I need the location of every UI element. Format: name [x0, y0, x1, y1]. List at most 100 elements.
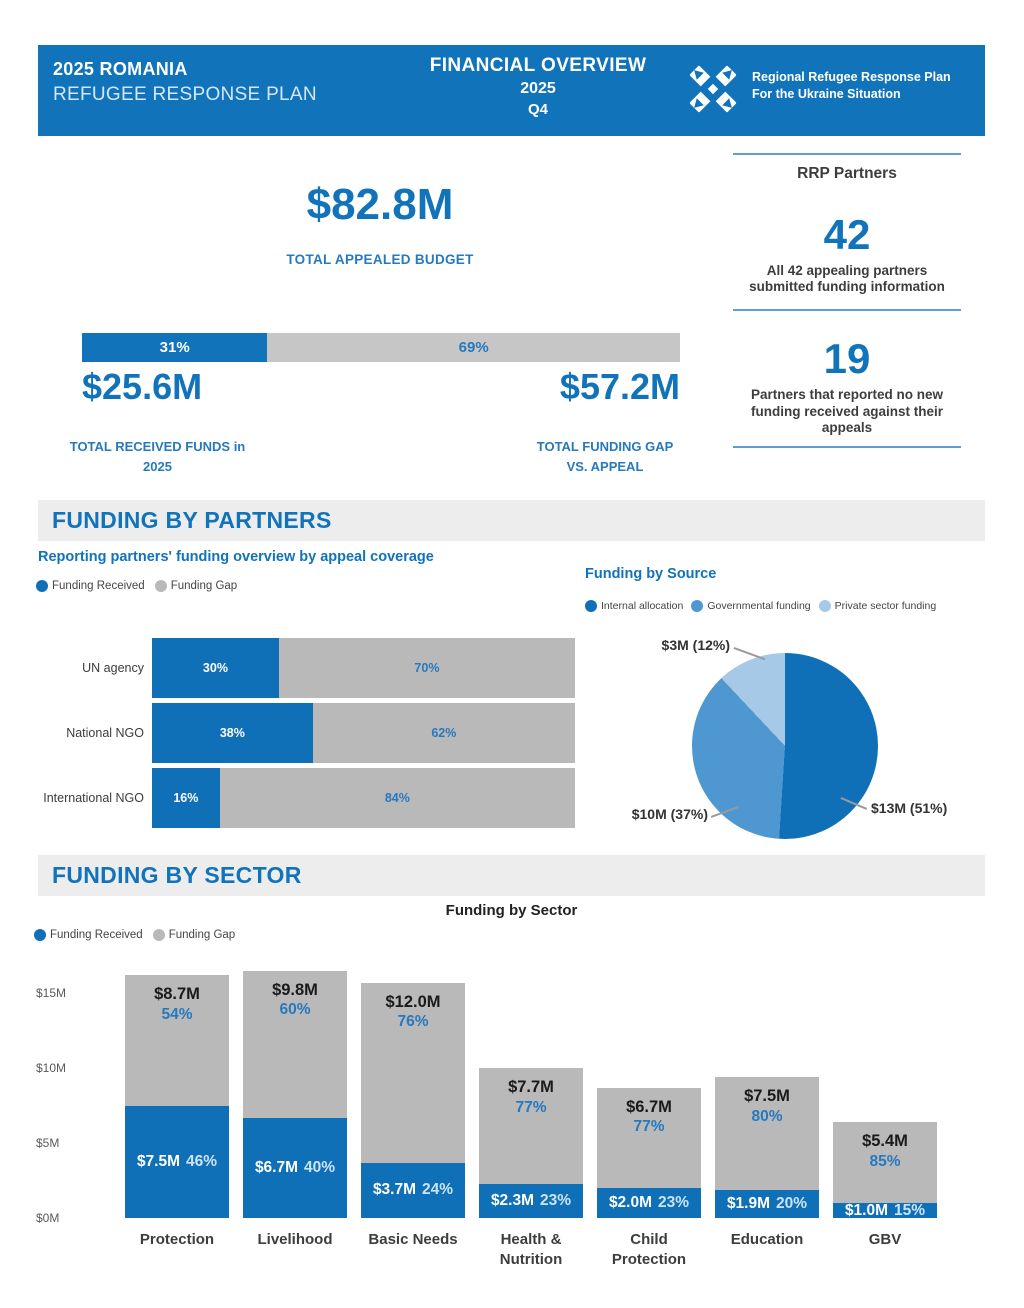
partners-chart-subtitle: Reporting partners' funding overview by … [38, 549, 434, 565]
legend-dot-icon [691, 600, 704, 612]
sector-gap-segment: $7.7M 77% [479, 1068, 583, 1184]
sector-gap-segment: $12.0M 76% [361, 982, 465, 1163]
legend-item: Funding Received [36, 580, 145, 592]
sector-category-label: Child Protection [597, 1230, 701, 1269]
y-axis-tick-5m: $5M [36, 1136, 60, 1150]
sector-category-label: Health & Nutrition [479, 1230, 583, 1269]
header-plan-block: 2025 ROMANIA REFUGEE RESPONSE PLAN [53, 59, 317, 106]
header-overview-block: FINANCIAL OVERVIEW 2025 Q4 [338, 55, 738, 118]
sector-bar: $7.5M 80% $1.9M 20% [715, 1077, 819, 1218]
funding-by-partners-band: FUNDING BY PARTNERS [38, 500, 985, 541]
sector-received-value: $1.0M [844, 1201, 889, 1219]
logo-caption-line1: Regional Refugee Response Plan [752, 70, 951, 84]
sector-received-percent: 23% [540, 1191, 572, 1209]
sector-category-line: Protection [611, 1250, 687, 1268]
received-amount-label: TOTAL RECEIVED FUNDS in 2025 [40, 437, 275, 476]
overview-title: FINANCIAL OVERVIEW [429, 55, 647, 76]
sector-category-label: Livelihood [243, 1230, 347, 1269]
sector-gap-segment: $5.4M 85% [833, 1122, 937, 1203]
overview-quarter: Q4 [527, 101, 548, 118]
sector-received-segment: $1.9M 20% [715, 1189, 819, 1218]
no-funding-partners-count: 19 [823, 335, 871, 383]
total-appealed-budget-label: TOTAL APPEALED BUDGET [286, 252, 474, 267]
sector-received-percent: 23% [658, 1194, 690, 1211]
partner-category-label: International NGO [43, 791, 144, 805]
sector-gap-value: $6.7M [626, 1097, 672, 1116]
partners-stacked-bar-chart: UN agency 30% 70% National NGO 38% 62% Interna… [42, 638, 575, 833]
plan-subtitle: REFUGEE RESPONSE PLAN [53, 84, 317, 105]
sector-received-value: $3.7M [372, 1181, 417, 1199]
partners-chart-legend: Funding Received Funding Gap [36, 580, 237, 592]
sector-received-segment: $2.0M 23% [597, 1188, 701, 1218]
plan-title: 2025 ROMANIA [53, 59, 188, 79]
legend-dot-icon [585, 600, 597, 612]
sector-category-line: Nutrition [499, 1250, 563, 1268]
sector-gap-percent: 54% [161, 1005, 193, 1023]
partner-gap-segment: 62% [312, 703, 575, 763]
received-label-line1: TOTAL RECEIVED FUNDS in [69, 439, 246, 454]
funding-by-sector-title: FUNDING BY SECTOR [52, 862, 302, 888]
pie-label-governmental: $10M (37%) [631, 806, 708, 822]
partners-count-caption: All 42 appealing partners submitted fund… [749, 263, 945, 295]
sector-received-percent: 20% [776, 1194, 808, 1212]
sector-category-labels: Protection Livelihood Basic Needs Health & N… [125, 1230, 945, 1269]
funding-by-source-title: Funding by Source [585, 566, 717, 582]
partners-panel-title: RRP Partners [797, 165, 897, 182]
sector-category-line: Child [630, 1231, 668, 1248]
sector-received-percent: 40% [304, 1158, 336, 1176]
partner-row-bars: 38% 62% [152, 703, 575, 763]
sector-gap-percent: 60% [279, 1001, 311, 1019]
sector-received-segment: $2.3M 23% [479, 1183, 583, 1218]
sector-gap-value: $8.7M [154, 985, 200, 1003]
pie-leader-line-private [733, 647, 766, 660]
sector-category-line: GBV [868, 1231, 902, 1248]
rrp-partners-panel: RRP Partners 42 All 42 appealing partner… [733, 153, 961, 448]
sector-category-label: GBV [833, 1230, 937, 1269]
sector-category-line: Basic Needs [368, 1231, 458, 1248]
sector-gap-percent: 76% [397, 1013, 429, 1031]
legend-item: Funding Gap [154, 580, 237, 592]
sector-gap-segment: $9.8M 60% [243, 970, 347, 1118]
funding-by-sector-band: FUNDING BY SECTOR [38, 855, 985, 896]
legend-label: Funding Received [50, 929, 143, 941]
pie-label-private: $3M (12%) [661, 637, 730, 653]
sector-gap-segment: $7.5M 80% [715, 1077, 819, 1190]
sector-category-label: Education [715, 1230, 819, 1269]
received-amount: $25.6M [82, 366, 203, 407]
progress-received-segment: 31% [82, 333, 268, 362]
no-funding-partners-caption: Partners that reported no new funding re… [750, 387, 944, 435]
legend-label: Funding Received [52, 580, 145, 592]
sector-bar: $7.7M 77% $2.3M 23% [479, 1068, 583, 1218]
funding-by-partners-title: FUNDING BY PARTNERS [52, 507, 332, 533]
partner-row: National NGO 38% 62% [42, 703, 575, 763]
gap-label-line2: VS. APPEAL [566, 458, 644, 474]
sector-received-segment: $3.7M 24% [361, 1162, 465, 1218]
received-label-line2: 2025 [143, 458, 172, 474]
legend-dot-icon [818, 600, 831, 612]
sector-chart-legend: Funding Received Funding Gap [34, 929, 235, 941]
pie-label-internal: $13M (51%) [871, 800, 948, 816]
overview-year: 2025 [520, 80, 556, 97]
panel-divider-top [733, 153, 961, 155]
y-axis-tick-10m: $10M [36, 1061, 67, 1075]
legend-dot-icon [34, 929, 46, 941]
partner-received-segment: 38% [152, 703, 313, 763]
sector-received-segment: $1.0M 15% [833, 1201, 937, 1219]
legend-dot-icon [152, 929, 165, 941]
legend-dot-icon [154, 580, 167, 592]
sector-gap-percent: 80% [751, 1107, 783, 1125]
sector-category-label: Protection [125, 1230, 229, 1269]
sector-gap-segment: $8.7M 54% [125, 975, 229, 1106]
panel-divider-bottom [733, 445, 961, 448]
sector-gap-value: $7.7M [508, 1078, 554, 1096]
partner-category-label: National NGO [66, 726, 144, 740]
sector-stacked-bar-chart: $8.7M 54% $7.5M 46% $9.8M 60% $6.7M 40% $12.0M 76… [125, 955, 945, 1219]
sector-bar: $6.7M 77% $2.0M 23% [597, 1087, 701, 1218]
legend-dot-icon [36, 580, 48, 592]
y-axis-tick-0m: $0M [36, 1211, 60, 1225]
partner-category-label: UN agency [82, 661, 144, 675]
partner-gap-segment: 84% [219, 768, 575, 828]
total-appealed-budget-value: $82.8M [306, 180, 454, 229]
header-banner: 2025 ROMANIA REFUGEE RESPONSE PLAN FINAN… [38, 45, 985, 136]
